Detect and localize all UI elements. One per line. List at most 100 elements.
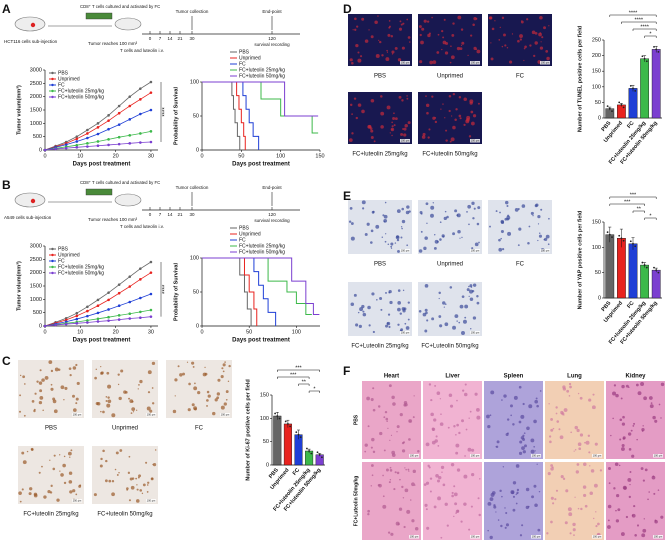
micrograph-texture [389, 469, 393, 472]
micrograph-texture [400, 328, 404, 332]
series-marker [117, 283, 121, 286]
micrograph-texture [412, 416, 415, 419]
scale-bar [540, 61, 550, 65]
micrograph-texture [385, 57, 390, 62]
legend-label: FC+luteolin 25mg/kg [58, 264, 104, 270]
micrograph-texture [549, 435, 552, 438]
image-caption: FC+luteolin 25mg/kg [352, 152, 407, 158]
bar [651, 49, 661, 119]
scale-bar-label: 100 μm [654, 534, 663, 538]
micrograph-texture [411, 519, 415, 523]
micrograph-texture [467, 54, 469, 57]
micrograph-texture [362, 207, 365, 210]
micrograph-texture [448, 393, 453, 397]
micrograph-texture [364, 232, 368, 236]
y-tick-label: 2500 [30, 81, 42, 87]
micrograph-texture [616, 494, 620, 498]
micrograph-texture [555, 489, 559, 492]
y-tick-label: 100 [592, 245, 601, 251]
micrograph-texture [450, 55, 455, 60]
micrograph-texture [527, 242, 530, 245]
micrograph-texture [411, 482, 415, 487]
micrograph-texture [543, 26, 546, 30]
micrograph-texture [489, 414, 492, 417]
micrograph-texture [129, 399, 134, 403]
micrograph-texture [125, 391, 128, 394]
replicate-dot [318, 453, 321, 456]
micrograph-texture [418, 25, 422, 29]
micrograph-texture [577, 507, 580, 510]
micrograph-texture [59, 470, 61, 472]
micrograph-texture [424, 284, 429, 288]
micrograph-texture [529, 44, 532, 47]
x-tick-label: 30 [148, 329, 154, 335]
micrograph-texture [405, 468, 407, 471]
y-axis-label: Tumor volum(mm³) [15, 261, 22, 311]
micrograph-texture [448, 95, 452, 98]
scale-bar [653, 535, 663, 539]
legend-label: FC [239, 237, 246, 243]
series-marker [117, 104, 121, 108]
micrograph-texture [105, 396, 108, 398]
micrograph-texture [456, 468, 461, 472]
replicate-dot [284, 420, 287, 423]
micrograph-texture [441, 48, 443, 51]
column-header: Heart [384, 374, 399, 380]
bar [283, 423, 292, 466]
micrograph-texture [476, 407, 480, 412]
scale-bar [146, 499, 156, 503]
micrograph-texture [563, 408, 568, 412]
micrograph-texture [535, 397, 538, 400]
micrograph-texture [540, 208, 543, 211]
micrograph-texture [355, 323, 359, 327]
micrograph-texture [568, 382, 572, 386]
mouse-icon [114, 193, 142, 207]
replicate-dot [297, 433, 300, 436]
micrograph-texture [439, 238, 442, 241]
micrograph-texture [50, 369, 54, 373]
micrograph-texture [472, 217, 475, 220]
micrograph-texture [584, 441, 586, 444]
micrograph-texture [499, 26, 501, 29]
micrograph-texture [420, 40, 424, 45]
scale-bar [409, 535, 419, 539]
micrograph-texture [182, 372, 186, 376]
micrograph-texture [506, 47, 509, 49]
micrograph-texture [490, 492, 495, 497]
micrograph-texture [486, 414, 490, 419]
micrograph-texture [501, 399, 503, 401]
micrograph-texture [501, 45, 504, 48]
micrograph-texture [506, 204, 509, 207]
micrograph-texture [389, 439, 391, 442]
micrograph-texture [69, 456, 71, 458]
micrograph-texture [629, 471, 632, 473]
micrograph-texture [464, 383, 467, 386]
x-axis-label: Days post treatment [232, 338, 290, 344]
series-marker [54, 323, 57, 327]
micrograph-texture [111, 413, 116, 418]
micrograph-texture [425, 202, 429, 206]
scale-bar [470, 454, 480, 458]
micrograph-texture [453, 492, 458, 497]
micrograph-texture [400, 132, 404, 136]
micrograph-texture [541, 36, 544, 39]
micrograph-texture [348, 220, 352, 223]
micrograph-texture [393, 112, 395, 115]
micrograph-texture [559, 435, 564, 440]
scale-bar [400, 61, 410, 65]
micrograph [545, 462, 604, 540]
significance-label: * [649, 31, 652, 37]
replicate-dot [308, 450, 310, 452]
micrograph-texture [370, 229, 374, 233]
x-tick-label: 10 [77, 329, 83, 335]
micrograph-texture [593, 483, 598, 488]
micrograph-texture [539, 390, 542, 392]
micrograph-texture [59, 454, 61, 456]
scale-bar-label: 100 μm [541, 60, 550, 64]
micrograph-texture [471, 201, 475, 205]
y-tick-label: 150 [592, 69, 601, 75]
y-tick-label: 2000 [30, 94, 42, 100]
micrograph-texture [225, 398, 228, 401]
micrograph-texture [444, 303, 447, 305]
micrograph-texture [431, 317, 435, 321]
